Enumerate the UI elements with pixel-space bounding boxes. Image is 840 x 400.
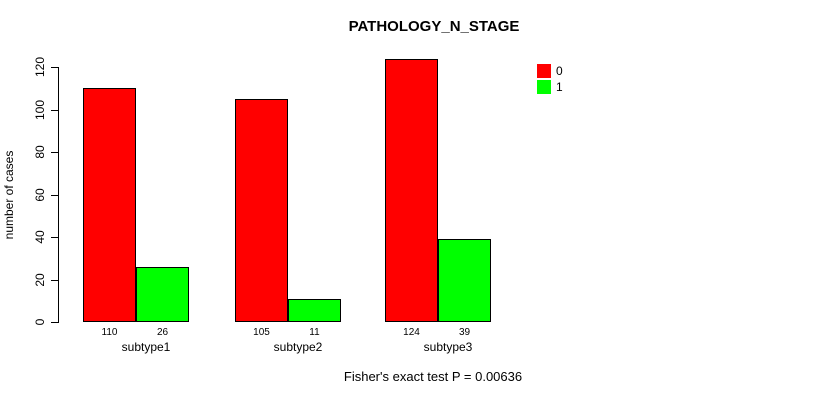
y-axis-line xyxy=(58,67,59,323)
bar-value-label: 11 xyxy=(309,327,320,338)
bar-value-label: 26 xyxy=(156,327,169,338)
bar-value-label: 110 xyxy=(101,327,118,338)
bar-subtype3-series0 xyxy=(385,58,438,322)
y-tick-label: 40 xyxy=(33,230,47,244)
y-tick-mark xyxy=(51,194,58,196)
legend-swatch-0 xyxy=(537,64,551,78)
y-tick-mark xyxy=(51,152,58,153)
legend-label: 1 xyxy=(556,80,563,94)
y-tick-mark xyxy=(51,322,58,323)
y-tick-mark xyxy=(51,237,58,238)
annotation-text: Fisher's exact test P = 0.00636 xyxy=(343,369,523,384)
bar-subtype1-series1 xyxy=(136,266,189,322)
x-category-label-subtype2: subtype2 xyxy=(273,340,323,354)
bar-value-label: 124 xyxy=(403,327,420,338)
y-tick-mark xyxy=(51,109,58,111)
legend-label: 0 xyxy=(556,64,563,78)
bar-subtype2-series0 xyxy=(235,98,288,322)
y-tick-label: 80 xyxy=(33,145,47,159)
y-tick-label: 60 xyxy=(33,187,47,202)
y-axis-title: number of cases xyxy=(2,150,16,240)
y-tick-label: 100 xyxy=(33,99,47,120)
y-tick-label: 20 xyxy=(33,272,47,287)
bar-subtype3-series1 xyxy=(438,239,491,322)
bar-value-label: 105 xyxy=(253,327,270,338)
chart-title: PATHOLOGY_N_STAGE xyxy=(348,18,520,35)
x-category-label-subtype1: subtype1 xyxy=(121,340,171,354)
bar-value-label: 39 xyxy=(458,327,471,338)
bar-subtype2-series1 xyxy=(288,298,341,322)
legend-swatch-1 xyxy=(537,80,551,94)
x-category-label-subtype3: subtype3 xyxy=(423,340,473,354)
bar-subtype1-series0 xyxy=(83,88,136,322)
y-tick-label: 0 xyxy=(33,318,47,326)
y-tick-mark xyxy=(51,67,58,68)
y-tick-mark xyxy=(51,279,58,281)
legend-item-0: 0 xyxy=(537,64,563,78)
y-tick-label: 120 xyxy=(33,56,47,78)
legend-item-1: 1 xyxy=(537,80,563,94)
